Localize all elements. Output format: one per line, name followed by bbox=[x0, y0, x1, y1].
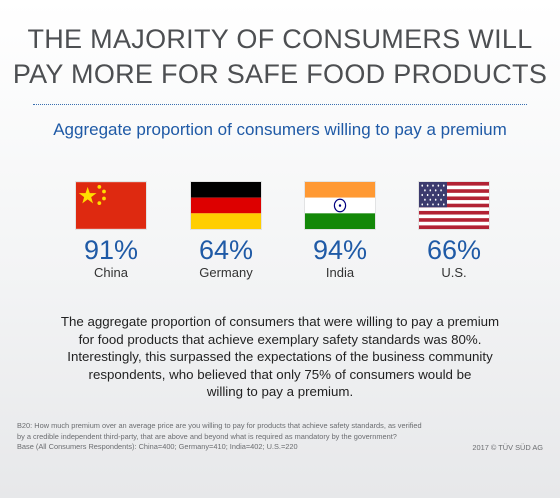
country-usa: 66% U.S. bbox=[412, 182, 496, 281]
country-label: China bbox=[94, 265, 128, 280]
country-germany: 64% Germany bbox=[184, 182, 268, 281]
usa-flag-icon bbox=[419, 182, 489, 229]
india-flag-icon bbox=[305, 182, 375, 229]
summary-line: willing to pay a premium. bbox=[206, 384, 354, 399]
summary-paragraph: The aggregate proportion of consumers th… bbox=[40, 313, 520, 401]
country-label: India bbox=[325, 265, 355, 280]
summary-line: for food products that achieve exemplary… bbox=[78, 331, 482, 347]
country-china: 91% China bbox=[69, 182, 153, 281]
percent-value: 91% bbox=[83, 235, 139, 265]
summary-line: The aggregate proportion of consumers th… bbox=[60, 314, 500, 329]
summary-line: Interestingly, this surpassed the expect… bbox=[67, 349, 493, 364]
footnote-line: Base (All Consumers Respondents): China=… bbox=[17, 442, 298, 451]
country-india: 94% India bbox=[298, 182, 382, 281]
country-label: U.S. bbox=[441, 265, 467, 280]
title-line-2: PAY MORE FOR SAFE FOOD PRODUCTS bbox=[12, 59, 548, 89]
footnote-line: B20: How much premium over an average pr… bbox=[17, 421, 422, 430]
footnote: B20: How much premium over an average pr… bbox=[17, 421, 437, 453]
germany-flag-icon bbox=[191, 182, 261, 229]
country-label: Germany bbox=[199, 265, 253, 280]
chart-subtitle: Aggregate proportion of consumers willin… bbox=[53, 120, 507, 139]
footnote-line: by a credible independent third-party, t… bbox=[17, 431, 397, 441]
percent-value: 66% bbox=[426, 235, 482, 265]
copyright-notice: 2017 © TÜV SÜD AG bbox=[472, 443, 543, 452]
title-line-1: THE MAJORITY OF CONSUMERS WILL bbox=[27, 24, 533, 54]
dotted-divider bbox=[33, 104, 527, 105]
summary-line: respondents, who believed that only 75% … bbox=[88, 366, 472, 382]
percent-value: 64% bbox=[198, 235, 254, 265]
china-flag-icon bbox=[76, 182, 146, 229]
page-title: THE MAJORITY OF CONSUMERS WILL PAY MORE … bbox=[0, 22, 560, 92]
percent-value: 94% bbox=[312, 235, 368, 265]
